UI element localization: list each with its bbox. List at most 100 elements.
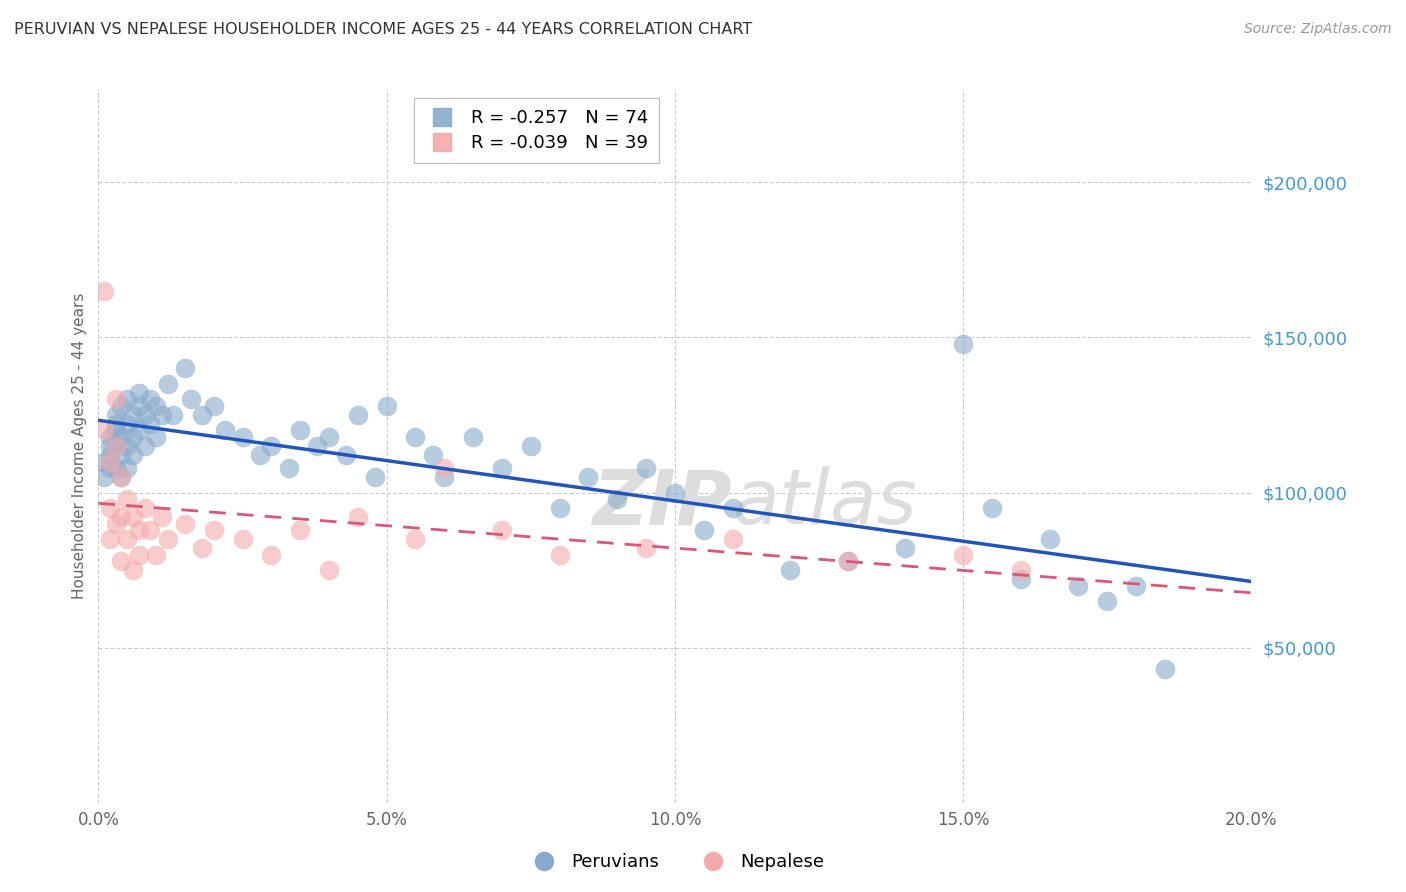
Point [405, 532, 427, 546]
Point [260, 439, 283, 453]
Text: atlas: atlas [733, 467, 917, 540]
Point [231, 532, 254, 546]
Point [128, 399, 150, 413]
Point [433, 460, 456, 475]
Point [693, 523, 716, 537]
Legend: R = -0.257   N = 74, R = -0.039   N = 39: R = -0.257 N = 74, R = -0.039 N = 39 [413, 98, 659, 163]
Point [346, 510, 368, 524]
Point [98, 501, 121, 516]
Text: ZIP: ZIP [593, 467, 733, 540]
Point [110, 399, 132, 413]
Point [405, 430, 427, 444]
Point [104, 460, 127, 475]
Point [93, 284, 115, 298]
Point [721, 532, 744, 546]
Point [548, 501, 571, 516]
Y-axis label: Householder Income Ages 25 - 44 years: Householder Income Ages 25 - 44 years [72, 293, 87, 599]
Point [174, 516, 197, 531]
Point [110, 554, 132, 568]
Point [122, 510, 145, 524]
Point [721, 501, 744, 516]
Point [202, 399, 225, 413]
Point [231, 430, 254, 444]
Point [134, 408, 156, 422]
Point [433, 470, 456, 484]
Point [636, 460, 658, 475]
Point [98, 460, 121, 475]
Point [422, 448, 444, 462]
Point [191, 408, 214, 422]
Point [128, 424, 150, 438]
Point [636, 541, 658, 556]
Point [981, 501, 1004, 516]
Point [1038, 532, 1062, 546]
Point [104, 439, 127, 453]
Point [128, 386, 150, 401]
Point [145, 430, 167, 444]
Point [837, 554, 859, 568]
Point [277, 460, 299, 475]
Point [104, 417, 127, 432]
Point [1067, 579, 1090, 593]
Point [1125, 579, 1147, 593]
Point [93, 454, 115, 468]
Point [139, 417, 162, 432]
Point [578, 470, 600, 484]
Point [952, 336, 974, 351]
Point [139, 392, 162, 407]
Point [110, 448, 132, 462]
Point [664, 485, 686, 500]
Point [93, 470, 115, 484]
Point [93, 424, 115, 438]
Point [122, 408, 145, 422]
Point [117, 417, 138, 432]
Point [318, 563, 340, 577]
Point [346, 408, 368, 422]
Point [364, 470, 387, 484]
Point [952, 548, 974, 562]
Point [98, 532, 121, 546]
Point [491, 460, 513, 475]
Point [779, 563, 801, 577]
Point [837, 554, 859, 568]
Point [122, 448, 145, 462]
Point [1153, 662, 1175, 676]
Point [461, 430, 484, 444]
Point [117, 491, 138, 506]
Point [375, 399, 398, 413]
Point [150, 510, 173, 524]
Text: PERUVIAN VS NEPALESE HOUSEHOLDER INCOME AGES 25 - 44 YEARS CORRELATION CHART: PERUVIAN VS NEPALESE HOUSEHOLDER INCOME … [14, 22, 752, 37]
Point [134, 439, 156, 453]
Point [117, 460, 138, 475]
Point [191, 541, 214, 556]
Point [128, 548, 150, 562]
Point [104, 408, 127, 422]
Point [894, 541, 917, 556]
Point [128, 523, 150, 537]
Point [1010, 573, 1032, 587]
Point [1010, 563, 1032, 577]
Point [249, 448, 271, 462]
Point [98, 448, 121, 462]
Point [174, 361, 197, 376]
Point [290, 424, 312, 438]
Point [104, 439, 127, 453]
Point [606, 491, 628, 506]
Point [104, 424, 127, 438]
Point [156, 532, 179, 546]
Point [290, 523, 312, 537]
Point [156, 376, 179, 391]
Point [318, 430, 340, 444]
Point [335, 448, 357, 462]
Point [98, 454, 121, 468]
Point [1097, 594, 1119, 608]
Point [134, 501, 156, 516]
Point [260, 548, 283, 562]
Point [202, 523, 225, 537]
Point [491, 523, 513, 537]
Point [520, 439, 543, 453]
Point [110, 510, 132, 524]
Point [162, 408, 184, 422]
Point [307, 439, 329, 453]
Point [104, 392, 127, 407]
